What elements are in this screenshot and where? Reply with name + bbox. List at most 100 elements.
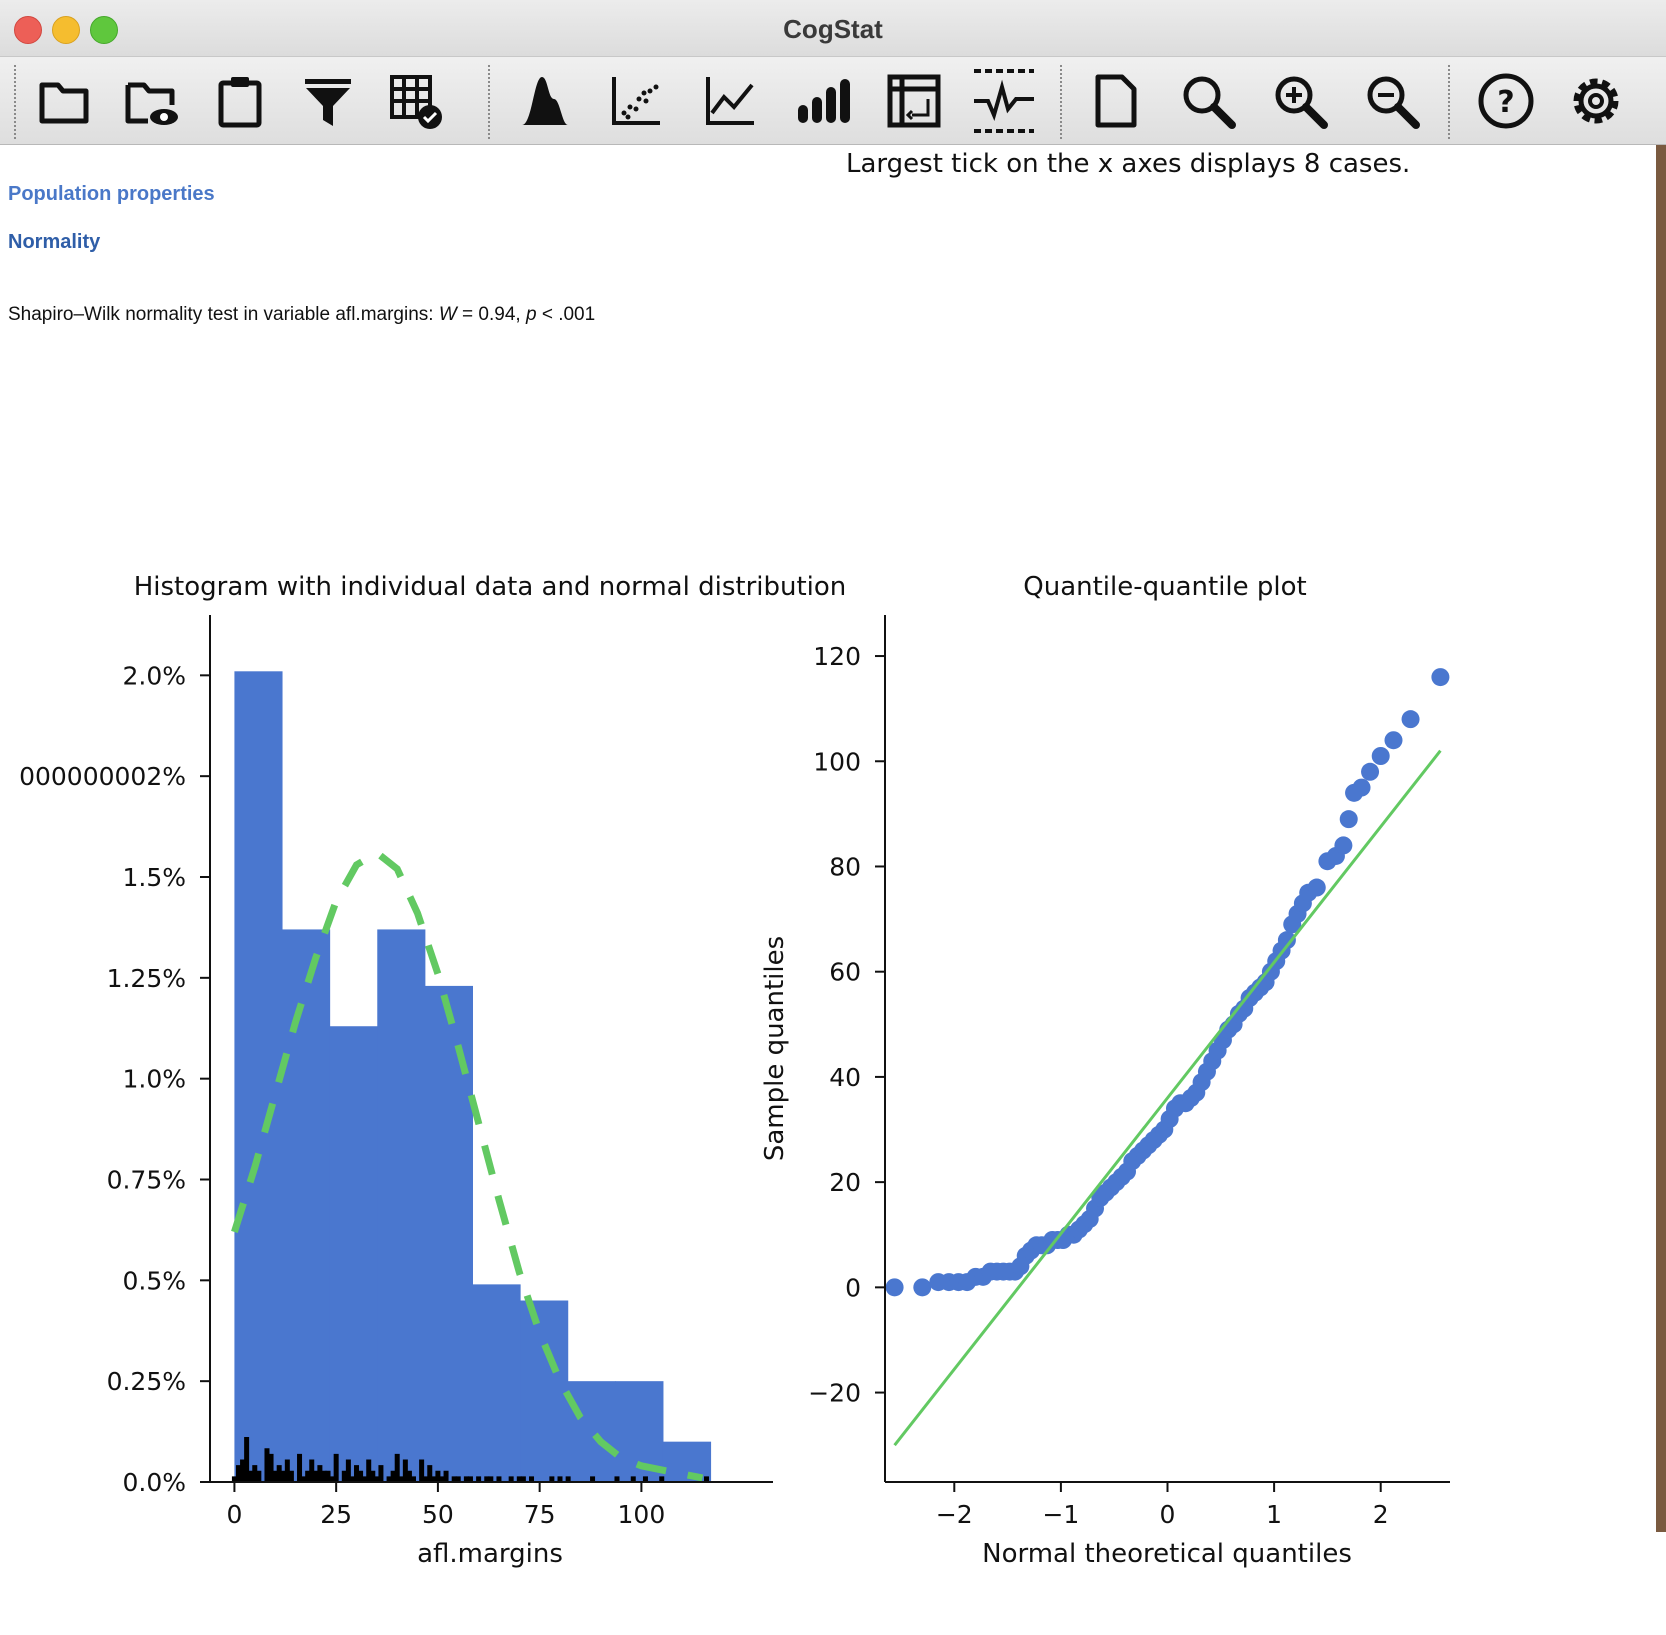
qq-point [1401, 710, 1420, 729]
help-button[interactable]: ? [1472, 67, 1540, 135]
rug-tick [366, 1459, 372, 1482]
rug-tick [484, 1476, 490, 1482]
rug-tick [704, 1476, 710, 1482]
pivot-table-button[interactable] [880, 67, 948, 135]
zoom-in-button[interactable] [1266, 67, 1334, 135]
qq-y-tick-label: 60 [829, 958, 861, 987]
rug-tick [358, 1470, 364, 1482]
rug-tick [345, 1459, 351, 1482]
svg-text:?: ? [1497, 85, 1514, 120]
qq-x-tick-label: −1 [1042, 1500, 1079, 1529]
rug-tick [248, 1470, 254, 1482]
rug-tick [325, 1470, 331, 1482]
histogram-y-tick-label: 1.0% [122, 1065, 186, 1094]
rug-tick [276, 1465, 282, 1482]
qq-reference-line [893, 749, 1442, 1447]
rug-tick [309, 1459, 315, 1482]
rug-tick [439, 1476, 445, 1482]
qq-plot-chart: Quantile-quantile plot−20020406080100120… [760, 572, 1450, 1569]
rug-tick [451, 1476, 457, 1482]
histogram-y-tick-label: 2.0% [122, 661, 186, 690]
rug-tick [614, 1476, 620, 1482]
rug-tick [549, 1476, 555, 1482]
rug-tick [244, 1437, 250, 1482]
qq-y-tick-label: 0 [845, 1273, 861, 1302]
compare-groups-button[interactable] [788, 67, 856, 135]
rug-tick [410, 1476, 416, 1482]
settings-icon [1573, 78, 1619, 124]
qq-y-tick-label: 20 [829, 1168, 861, 1197]
bar-chart-icon [798, 79, 850, 123]
view-folder-button[interactable] [118, 67, 186, 135]
rug-tick [280, 1470, 286, 1482]
distribution-icon [522, 77, 568, 125]
search-icon [1183, 76, 1236, 129]
qq-x-tick-label: −2 [936, 1500, 973, 1529]
histogram-note: Largest tick on the x axes displays 8 ca… [846, 149, 1411, 179]
rug-tick [398, 1476, 404, 1482]
qq-point [913, 1278, 932, 1297]
rug-tick [305, 1470, 311, 1482]
search-button[interactable] [1174, 67, 1242, 135]
rug-tick [264, 1448, 270, 1482]
scatter-icon [612, 77, 660, 125]
rug-tick [231, 1476, 237, 1482]
rug-tick [390, 1470, 396, 1482]
histogram-x-tick-label: 0 [226, 1500, 242, 1529]
qq-y-tick-label: 40 [829, 1063, 861, 1092]
normal-distribution-curve [231, 848, 704, 1482]
rug-tick [423, 1476, 429, 1482]
rug-tick [317, 1465, 323, 1482]
normality-heading: Normality [8, 231, 101, 253]
new-document-icon [1095, 74, 1137, 128]
rug-tick [301, 1476, 307, 1482]
toolbar-separator [1448, 65, 1450, 139]
qq-y-tick-label: −20 [808, 1379, 861, 1408]
compare-variables-button[interactable] [696, 67, 764, 135]
rug-tick [435, 1470, 441, 1482]
rug-tick [256, 1470, 262, 1482]
clipboard-icon [218, 77, 262, 128]
rug-tick [642, 1476, 648, 1482]
histogram-y-tick-label: 0.75% [107, 1166, 186, 1195]
close-window-button[interactable] [14, 16, 42, 44]
rug-tick [240, 1459, 246, 1482]
zoom-out-button[interactable] [1358, 67, 1426, 135]
rug-tick [313, 1470, 319, 1482]
results-pane[interactable]: Largest tick on the x axes displays 8 ca… [0, 145, 1666, 1569]
histogram-bar [520, 1300, 569, 1482]
w-symbol: W [438, 304, 457, 325]
rug-tick [520, 1476, 526, 1482]
rug-tick [386, 1476, 392, 1482]
histogram-bar [234, 671, 283, 1482]
qq-point [1371, 747, 1390, 765]
rug-tick [557, 1476, 563, 1482]
qq-point [1431, 668, 1450, 687]
rug-tick [565, 1476, 571, 1482]
filter-button[interactable] [294, 67, 362, 135]
rug-tick [419, 1459, 425, 1482]
compare-distributions-button[interactable] [970, 67, 1038, 135]
open-folder-button[interactable] [30, 67, 98, 135]
histogram-x-tick-label: 50 [422, 1500, 454, 1529]
maximize-window-button[interactable] [90, 16, 118, 44]
rug-tick [284, 1459, 290, 1482]
explore-relation-button[interactable] [602, 67, 670, 135]
rug-tick [476, 1476, 482, 1482]
line-chart-icon [706, 77, 754, 125]
qq-x-tick-label: 2 [1373, 1500, 1389, 1529]
toolbar-grip[interactable] [14, 65, 16, 139]
histogram-y-tick-label: 0.25% [107, 1367, 186, 1396]
zoom-in-icon [1275, 76, 1328, 129]
distribution-button[interactable] [510, 67, 578, 135]
histogram-y-tick-label: 000000002% [19, 762, 186, 791]
qq-point [1339, 810, 1358, 829]
new-document-button[interactable] [1082, 67, 1150, 135]
minimize-window-button[interactable] [52, 16, 80, 44]
toolbar: ? [0, 57, 1666, 145]
pivot-table-icon [887, 74, 941, 128]
data-check-button[interactable] [382, 67, 450, 135]
window-title: CogStat [783, 14, 883, 44]
paste-button[interactable] [206, 67, 274, 135]
settings-button[interactable] [1562, 67, 1630, 135]
